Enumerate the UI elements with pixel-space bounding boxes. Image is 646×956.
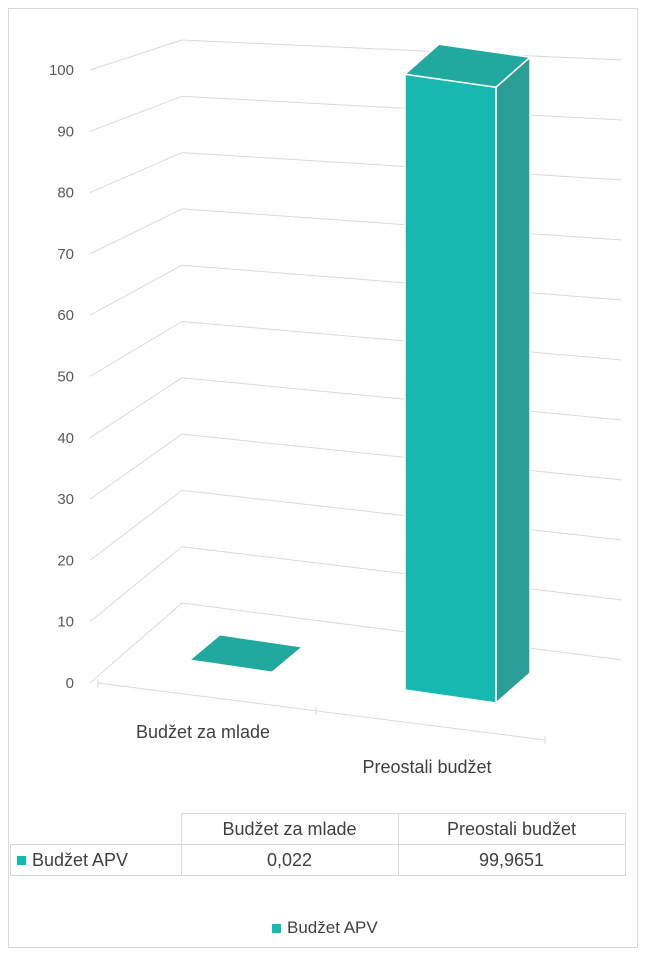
bar-budzet-za-mlade (188, 634, 304, 673)
gridline-back (181, 39, 623, 61)
data-table-row: Budžet APV 0,022 99,9651 (10, 844, 626, 876)
gridline-side (89, 377, 183, 439)
gridline-back (181, 489, 623, 541)
data-table: Budžet za mlade Preostali budžet Budžet … (10, 813, 626, 876)
gridline-side (89, 208, 183, 255)
y-tick-label: 0 (66, 675, 74, 692)
gridline-back (181, 152, 623, 181)
legend-label: Budžet APV (287, 918, 378, 937)
data-table-corner (10, 813, 182, 845)
x-axis-line (97, 682, 546, 741)
gridline-side (89, 152, 183, 194)
data-table-header-1: Budžet za mlade (180, 813, 399, 845)
gridline-side (89, 264, 183, 316)
gridline-back (181, 602, 623, 661)
y-tick-label: 10 (57, 614, 74, 631)
data-table-header-2: Preostali budžet (397, 813, 626, 845)
gridline-back (181, 546, 623, 601)
floor (90, 603, 622, 740)
gridline-back (181, 321, 623, 361)
y-tick-label: 100 (49, 62, 74, 79)
gridline-side (89, 433, 183, 500)
gridline-side (89, 39, 183, 71)
y-tick-label: 90 (57, 123, 74, 140)
gridline-back (181, 95, 623, 121)
legend: Budžet APV (272, 918, 378, 938)
y-tick-label: 50 (57, 369, 74, 386)
gridline-back (181, 433, 623, 481)
gridline-side (89, 546, 183, 623)
y-tick-label: 80 (57, 185, 74, 202)
chart-frame (8, 8, 638, 948)
y-tick-label: 60 (57, 307, 74, 324)
category-label: Budžet za mlade (136, 722, 270, 742)
gridline-back (181, 264, 623, 301)
legend-swatch-icon (272, 923, 281, 933)
data-table-series-name: Budžet APV (32, 849, 129, 870)
bar-preostali-budzet-front (404, 73, 497, 704)
bar-preostali-budzet-top (403, 43, 532, 89)
data-table-header-row: Budžet za mlade Preostali budžet (10, 813, 626, 845)
gridline-side (89, 490, 183, 561)
y-tick-label: 70 (57, 246, 74, 263)
category-label: Preostali budžet (362, 757, 491, 777)
gridline-back (181, 377, 623, 421)
y-tick-label: 20 (57, 552, 74, 569)
gridline-side (89, 95, 183, 132)
y-tick-label: 30 (57, 491, 74, 508)
y-tick-label: 40 (57, 430, 74, 447)
gridline-side (89, 602, 183, 684)
gridline-side (89, 321, 183, 377)
data-table-cell-2: 99,9651 (397, 844, 626, 876)
chart-3d-bar: 0 10 20 30 40 50 60 70 80 90 100 Budžet za mlade Pre… (49, 39, 623, 777)
gridline-back (181, 208, 623, 241)
data-table-row-label: Budžet APV (10, 844, 182, 876)
series-swatch-icon (17, 856, 26, 866)
data-table-cell-1: 0,022 (180, 844, 399, 876)
bar-preostali-budzet-side (495, 55, 531, 705)
